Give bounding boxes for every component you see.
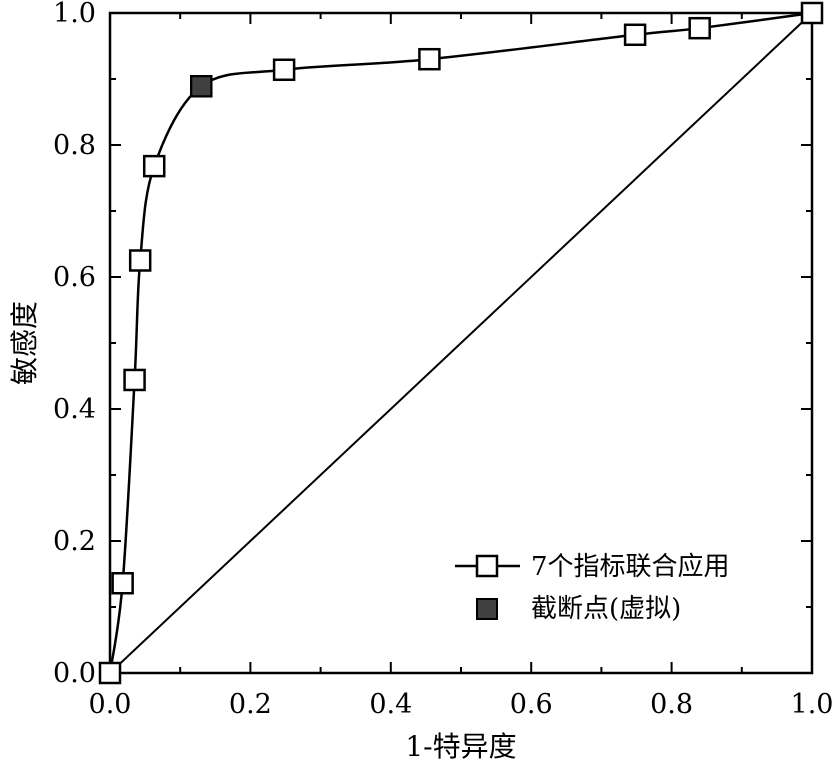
roc-point-marker <box>688 16 711 40</box>
legend: 7个指标联合应用 截断点(虚拟) <box>455 552 730 624</box>
roc-point-marker <box>142 154 166 178</box>
legend-label-cutoff: 截断点(虚拟) <box>531 594 681 624</box>
reference-diagonal <box>109 12 813 674</box>
x-axis-title: 1-特异度 <box>405 730 516 763</box>
roc-point-marker <box>272 58 296 82</box>
x-tick-label: 0.4 <box>369 689 412 720</box>
legend-label-series: 7个指标联合应用 <box>531 552 730 582</box>
axis-ticks <box>110 13 812 673</box>
roc-markers <box>98 1 824 685</box>
roc-point-marker <box>418 47 441 71</box>
x-tick-labels: 0.0 0.2 0.4 0.6 0.8 1.0 <box>89 689 834 720</box>
legend-open-square-marker <box>475 554 499 578</box>
y-tick-label: 0.2 <box>53 526 96 557</box>
x-tick-label: 0.6 <box>510 689 553 720</box>
roc-point-marker <box>800 1 824 25</box>
cutoff-point-marker <box>190 75 213 98</box>
roc-point-marker <box>98 661 122 685</box>
roc-point-marker <box>623 23 647 47</box>
y-tick-label: 0.6 <box>53 262 96 293</box>
y-tick-label: 0.0 <box>53 658 96 689</box>
y-tick-label: 1.0 <box>53 0 96 29</box>
x-tick-label: 0.2 <box>229 689 272 720</box>
x-tick-label: 1.0 <box>791 689 834 720</box>
roc-point-marker <box>111 571 134 595</box>
y-tick-labels: 0.0 0.2 0.4 0.6 0.8 1.0 <box>53 0 96 689</box>
x-tick-label: 0.0 <box>89 689 132 720</box>
legend-filled-square-marker <box>476 598 498 620</box>
roc-point-marker <box>123 368 146 392</box>
y-axis-title: 敏感度 <box>8 301 41 385</box>
y-tick-label: 0.8 <box>53 130 96 161</box>
x-tick-label: 0.8 <box>650 689 693 720</box>
y-tick-label: 0.4 <box>53 394 96 425</box>
roc-point-marker <box>128 249 152 272</box>
